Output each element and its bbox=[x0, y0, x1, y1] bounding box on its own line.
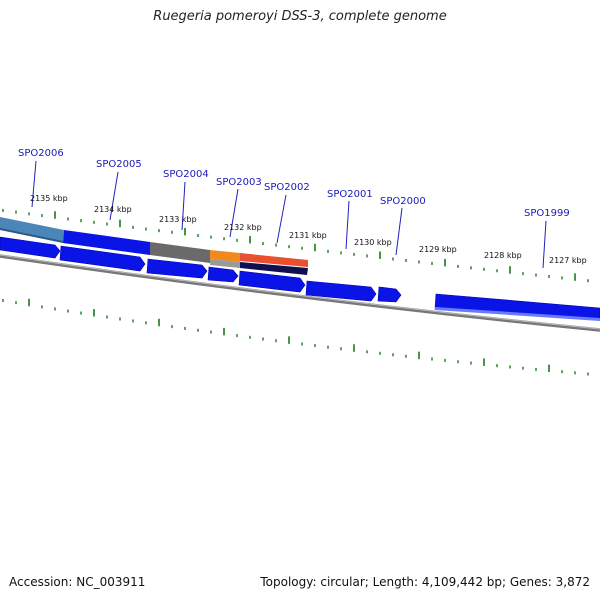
kbp-label: 2131 kbp bbox=[289, 231, 327, 240]
gene-block-spo1999-shade bbox=[435, 307, 600, 321]
kbp-label: 2133 kbp bbox=[159, 215, 197, 224]
gene-label-spo2006: SPO2006 bbox=[18, 148, 64, 159]
feature-red bbox=[240, 253, 308, 267]
gene-arrow-spo2006 bbox=[0, 236, 61, 259]
leader-spo2002 bbox=[276, 194, 287, 244]
kbp-label: 2127 kbp bbox=[549, 256, 587, 265]
gene-track-lower bbox=[0, 236, 600, 321]
gene-label-spo2004: SPO2004 bbox=[163, 169, 209, 180]
kbp-label: 2128 kbp bbox=[484, 251, 522, 260]
feature-navy bbox=[240, 262, 308, 275]
accession-text: Accession: NC_003911 bbox=[9, 575, 146, 589]
feature-steel-shade bbox=[0, 228, 63, 243]
gene-block-spo1999 bbox=[434, 293, 600, 321]
genome-summary-text: Topology: circular; Length: 4,109,442 bp… bbox=[260, 575, 590, 589]
kbp-label: 2129 kbp bbox=[419, 245, 457, 254]
leader-spo2004 bbox=[181, 181, 186, 231]
tick-ruler-lower bbox=[2, 298, 589, 376]
feature-steel bbox=[0, 217, 64, 242]
gene-arrow-spo2005 bbox=[59, 245, 146, 272]
leader-spo2000 bbox=[395, 207, 403, 256]
gene-label-spo2002: SPO2002 bbox=[264, 182, 310, 193]
feature-grey bbox=[150, 242, 210, 263]
leader-spo1999 bbox=[542, 220, 547, 269]
kbp-labels: 2135 kbp 2134 kbp 2133 kbp 2132 kbp 2131… bbox=[30, 194, 587, 265]
label-leaders bbox=[31, 160, 547, 269]
leader-spo2003 bbox=[229, 188, 239, 238]
leader-spo2006 bbox=[31, 160, 37, 208]
backbone-highlight bbox=[0, 254, 600, 330]
gene-arrow-spo2003 bbox=[207, 266, 239, 283]
gene-labels: SPO2006 SPO2005 SPO2004 SPO2003 SPO2002 … bbox=[18, 148, 570, 219]
gene-arrow-spo2000 bbox=[377, 286, 402, 303]
gene-arrow-spo2002 bbox=[238, 270, 306, 293]
feature-track-upper bbox=[0, 217, 308, 275]
leader-spo2001 bbox=[345, 200, 350, 250]
feature-lightgrey bbox=[210, 259, 240, 268]
gene-label-spo2003: SPO2003 bbox=[216, 177, 262, 188]
kbp-label: 2130 kbp bbox=[354, 238, 392, 247]
gene-arrow-spo2001 bbox=[305, 280, 377, 302]
kbp-label: 2134 kbp bbox=[94, 205, 132, 214]
map-title: Ruegeria pomeroyi DSS-3, complete genome bbox=[153, 9, 447, 24]
gene-label-spo2000: SPO2000 bbox=[380, 196, 426, 207]
feature-orange bbox=[210, 250, 240, 262]
gene-arrow-spo2004 bbox=[146, 258, 208, 279]
gene-label-spo1999: SPO1999 bbox=[524, 208, 570, 219]
kbp-label: 2132 kbp bbox=[224, 223, 262, 232]
tick-ruler-upper bbox=[2, 208, 589, 283]
leader-spo2005 bbox=[109, 171, 119, 221]
gene-label-spo2001: SPO2001 bbox=[327, 189, 373, 200]
kbp-label: 2135 kbp bbox=[30, 194, 68, 203]
gene-label-spo2005: SPO2005 bbox=[96, 159, 142, 170]
gene-block-upper-1 bbox=[63, 230, 150, 255]
backbone bbox=[0, 254, 600, 332]
